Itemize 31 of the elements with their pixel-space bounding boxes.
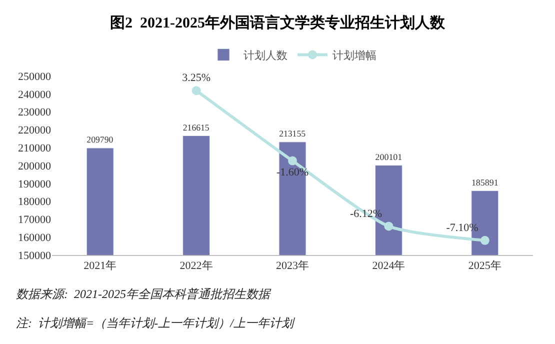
y-tick-label: 220000 <box>18 124 52 137</box>
data-label: 185891 <box>471 177 498 188</box>
y-tick-label: 210000 <box>18 142 52 154</box>
y-tick-label: 190000 <box>18 178 52 190</box>
point <box>288 156 297 166</box>
y-tick-label: 230000 <box>18 106 52 119</box>
data-label: 209790 <box>86 134 114 145</box>
point <box>192 86 201 96</box>
source-note: 数据来源: 2021-2025年全国本科普通批招生数据 <box>16 287 272 301</box>
x-tick-label: 2022年 <box>180 260 213 272</box>
x-tick-label: 2025年 <box>468 260 502 272</box>
y-tick-label: 170000 <box>18 214 52 226</box>
x-tick-label: 2023年 <box>276 260 309 272</box>
x-tick-label: 2024年 <box>372 260 406 272</box>
x-tick-label: 2021年 <box>84 260 117 272</box>
y-tick-label: 150000 <box>18 250 52 262</box>
legend-label: 计划人数 <box>244 48 288 62</box>
point <box>480 236 490 245</box>
y-tick-label: 180000 <box>18 196 52 208</box>
data-label: 213155 <box>279 128 306 139</box>
y-tick-label: 250000 <box>18 70 52 83</box>
y-tick-label: 200000 <box>18 160 52 172</box>
legend-label: 计划增幅 <box>332 48 376 62</box>
y-tick-label: 160000 <box>18 232 52 244</box>
text: 注: 计划增幅=（当年计划-上一年计划）/上一年计划 <box>16 316 296 330</box>
data-label: 200101 <box>375 152 402 162</box>
data-label: 216615 <box>182 122 210 132</box>
point <box>384 222 394 231</box>
data-label: 3.25% <box>182 72 211 84</box>
y-tick-label: 240000 <box>18 88 52 101</box>
chart-title: 图2 2021-2025年外国语言文学类专业招生计划人数 <box>110 14 446 32</box>
